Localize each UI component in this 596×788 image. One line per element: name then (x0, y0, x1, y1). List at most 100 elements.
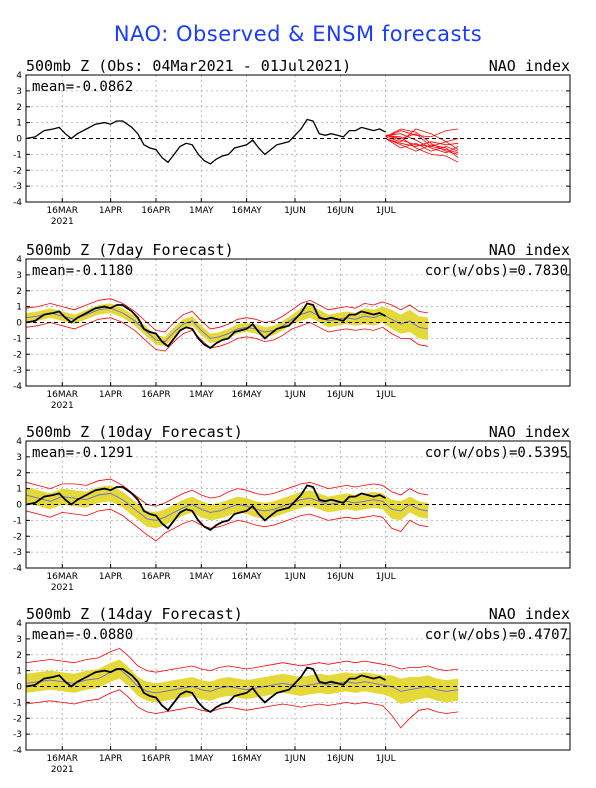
y-tick-label: 2 (16, 651, 22, 661)
panel-title: 500mb Z (14day Forecast) (26, 605, 243, 623)
y-tick-label: 4 (16, 71, 22, 81)
plot-area (26, 623, 570, 750)
y-tick-label: -4 (13, 746, 22, 756)
x-tick-label: 16APR (141, 572, 170, 582)
x-tick-label: 1JUN (284, 572, 306, 582)
ensemble-member-10 (385, 133, 459, 154)
y-tick-label: -2 (13, 532, 22, 542)
x-year-label: 2021 (51, 401, 74, 411)
x-tick-label: 1JUN (284, 206, 306, 216)
y-tick-label: 3 (16, 453, 22, 463)
y-tick-label: -1 (13, 516, 22, 526)
y-tick-label: 2 (16, 287, 22, 297)
y-tick-label: -3 (13, 548, 22, 558)
correlation-label: cor(w/obs)=0.4707 (425, 627, 568, 643)
forecast-min-line (26, 689, 459, 729)
panel-title: 500mb Z (Obs: 04Mar2021 - 01Jul2021) (26, 57, 351, 75)
x-tick-label: 16JUN (327, 206, 354, 216)
y-tick-label: 4 (16, 619, 22, 629)
ensemble-member-7 (385, 134, 459, 163)
y-tick-label: 3 (16, 271, 22, 281)
plot-area (26, 75, 570, 202)
panel-title: 500mb Z (10day Forecast) (26, 423, 243, 441)
x-tick-label: 16APR (141, 390, 170, 400)
y-tick-label: -4 (13, 382, 22, 392)
x-year-label: 2021 (51, 217, 74, 227)
y-tick-label: 2 (16, 103, 22, 113)
correlation-label: cor(w/obs)=0.7830 (425, 263, 568, 279)
x-tick-label: 16MAR (46, 754, 78, 764)
panel-right-label: NAO index (489, 423, 570, 441)
x-tick-label: 16MAY (232, 390, 263, 400)
x-tick-label: 1JUL (376, 390, 396, 400)
x-tick-label: 16JUN (327, 572, 354, 582)
y-tick-label: -4 (13, 198, 22, 208)
y-tick-label: -2 (13, 350, 22, 360)
plot-area (26, 259, 570, 386)
spread-band (26, 659, 459, 704)
x-year-label: 2021 (51, 583, 74, 593)
x-tick-label: 1JUL (376, 754, 396, 764)
x-tick-label: 16JUN (327, 390, 354, 400)
x-tick-label: 1MAY (189, 390, 214, 400)
x-tick-label: 1JUL (376, 206, 396, 216)
panel-3: 500mb Z (10day Forecast) NAO index 4 3 2 1 0 -1… (13, 423, 571, 593)
observed-line (26, 302, 387, 349)
panel-right-label: NAO index (489, 605, 570, 623)
x-tick-label: 1APR (99, 206, 123, 216)
forecast-min-line (26, 508, 429, 542)
x-tick-label: 16MAY (232, 572, 263, 582)
y-tick-label: 1 (16, 303, 22, 313)
panel-4: 500mb Z (14day Forecast) NAO index 4 3 2 1 0 -1… (13, 605, 571, 775)
forecast-min-line (26, 317, 429, 352)
y-tick-label: 1 (16, 119, 22, 129)
y-tick-label: -1 (13, 150, 22, 160)
spread-band (26, 303, 428, 347)
y-tick-label: -3 (13, 730, 22, 740)
y-tick-label: -3 (13, 366, 22, 376)
x-tick-label: 16APR (141, 754, 170, 764)
y-tick-label: -1 (13, 334, 22, 344)
x-tick-label: 1JUL (376, 572, 396, 582)
ensemble-member-6 (385, 138, 459, 152)
x-tick-label: 1MAY (189, 206, 214, 216)
ensemble-member-9 (385, 138, 459, 147)
y-tick-label: -3 (13, 182, 22, 192)
y-tick-label: 3 (16, 635, 22, 645)
x-tick-label: 1JUN (284, 754, 306, 764)
x-tick-label: 16MAR (46, 572, 78, 582)
page-title: NAO: Observed & ENSM forecasts (113, 22, 483, 46)
x-tick-label: 16MAR (46, 390, 78, 400)
y-tick-label: -2 (13, 166, 22, 176)
y-tick-label: 0 (16, 683, 22, 693)
x-tick-label: 16APR (141, 206, 170, 216)
forecast-mean-line (26, 492, 429, 521)
ensemble-member-5 (385, 128, 459, 150)
x-year-label: 2021 (51, 765, 74, 775)
x-tick-label: 1MAY (189, 754, 214, 764)
observed-line (26, 666, 387, 713)
forecast-max-line (26, 298, 429, 333)
spread-band (26, 485, 428, 529)
correlation-label: cor(w/obs)=0.5395 (425, 445, 568, 461)
y-tick-label: 1 (16, 485, 22, 495)
x-tick-label: 16MAR (46, 206, 78, 216)
observed-line (26, 484, 387, 531)
x-tick-label: 16MAY (232, 754, 263, 764)
mean-label: mean=-0.0880 (32, 627, 133, 643)
y-tick-label: 4 (16, 437, 22, 447)
x-tick-label: 16MAY (232, 206, 263, 216)
y-tick-label: -1 (13, 698, 22, 708)
y-tick-label: -2 (13, 714, 22, 724)
y-tick-label: 0 (16, 135, 22, 145)
forecast-max-line (26, 647, 459, 673)
panel-right-label: NAO index (489, 241, 570, 259)
y-tick-label: 4 (16, 255, 22, 265)
mean-label: mean=-0.1291 (32, 445, 133, 461)
x-tick-label: 1APR (99, 572, 123, 582)
y-tick-label: 1 (16, 667, 22, 677)
y-tick-label: 2 (16, 469, 22, 479)
x-tick-label: 16JUN (327, 754, 354, 764)
forecast-max-line (26, 478, 429, 507)
observed-line (26, 118, 386, 165)
